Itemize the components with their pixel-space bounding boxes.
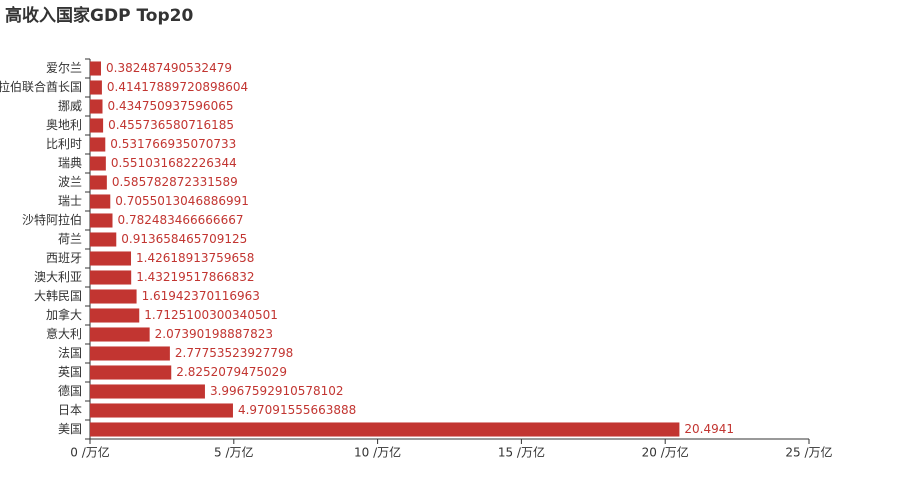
y-tick-label: 波兰	[58, 175, 82, 189]
value-label: 0.782483466666667	[118, 213, 244, 227]
y-tick-label: 加拿大	[46, 307, 82, 322]
bar	[90, 384, 205, 399]
y-tick-label: 英国	[58, 365, 82, 379]
y-tick-label: 奥地利	[46, 118, 82, 132]
y-tick-label: 法国	[58, 346, 82, 360]
y-tick-label: 澳大利亚	[34, 270, 82, 284]
value-label: 1.61942370116963	[142, 289, 260, 303]
y-tick-label: 大韩民国	[34, 288, 82, 303]
y-tick-label: 爱尔兰	[46, 60, 82, 75]
bar	[90, 346, 170, 361]
value-label: 2.07390198887823	[155, 327, 273, 341]
value-label: 0.434750937596065	[108, 99, 234, 113]
bar	[90, 422, 680, 437]
value-label: 4.97091555663888	[238, 403, 356, 417]
value-label: 1.42618913759658	[136, 251, 254, 265]
bar	[90, 232, 117, 247]
x-tick-label: 5 /万亿	[214, 445, 254, 460]
bar	[90, 175, 107, 190]
bar	[90, 99, 103, 114]
value-label: 20.4941	[684, 422, 734, 436]
bar	[90, 80, 102, 95]
value-label: 0.382487490532479	[106, 61, 232, 75]
y-tick-label: 阿拉伯联合酋长国	[0, 79, 82, 94]
x-tick-label: 15 /万亿	[498, 445, 545, 460]
value-label: 0.7055013046886991	[115, 194, 249, 208]
y-tick-label: 西班牙	[46, 251, 82, 265]
value-label: 0.585782872331589	[112, 175, 238, 189]
y-tick-label: 德国	[58, 383, 82, 398]
value-label: 0.531766935070733	[110, 137, 236, 151]
y-tick-label: 比利时	[46, 137, 82, 151]
value-label: 0.41417889720898604	[107, 80, 248, 94]
value-label: 0.551031682226344	[111, 156, 237, 170]
y-tick-label: 沙特阿拉伯	[22, 212, 82, 227]
y-tick-label: 瑞士	[58, 194, 82, 208]
bar	[90, 365, 172, 380]
bar	[90, 270, 132, 285]
y-tick-label: 意大利	[46, 326, 82, 341]
bar	[90, 213, 113, 228]
chart-title: 高收入国家GDP Top20	[5, 5, 193, 26]
value-label: 1.43219517866832	[136, 270, 254, 284]
bar	[90, 289, 137, 304]
bar	[90, 251, 132, 266]
value-label: 0.913658465709125	[121, 232, 247, 246]
bar	[90, 118, 104, 133]
x-tick-label: 20 /万亿	[642, 445, 689, 460]
bar	[90, 308, 140, 323]
bar	[90, 194, 111, 209]
y-tick-label: 挪威	[58, 99, 82, 113]
bar	[90, 403, 233, 418]
value-label: 3.9967592910578102	[210, 384, 344, 398]
y-tick-label: 瑞典	[58, 156, 82, 170]
bar	[90, 327, 150, 342]
x-tick-label: 25 /万亿	[785, 445, 832, 460]
y-tick-label: 日本	[58, 403, 82, 417]
value-label: 0.455736580716185	[108, 118, 234, 132]
bar	[90, 61, 102, 76]
value-label: 2.77753523927798	[175, 346, 293, 360]
value-label: 1.7125100300340501	[144, 308, 278, 322]
bar	[90, 137, 106, 152]
value-label: 2.8252079475029	[176, 365, 287, 379]
y-tick-label: 美国	[58, 422, 82, 436]
x-tick-label: 10 /万亿	[354, 445, 401, 460]
bar	[90, 156, 106, 171]
y-tick-label: 荷兰	[58, 232, 82, 246]
x-tick-label: 0 /万亿	[70, 445, 110, 460]
